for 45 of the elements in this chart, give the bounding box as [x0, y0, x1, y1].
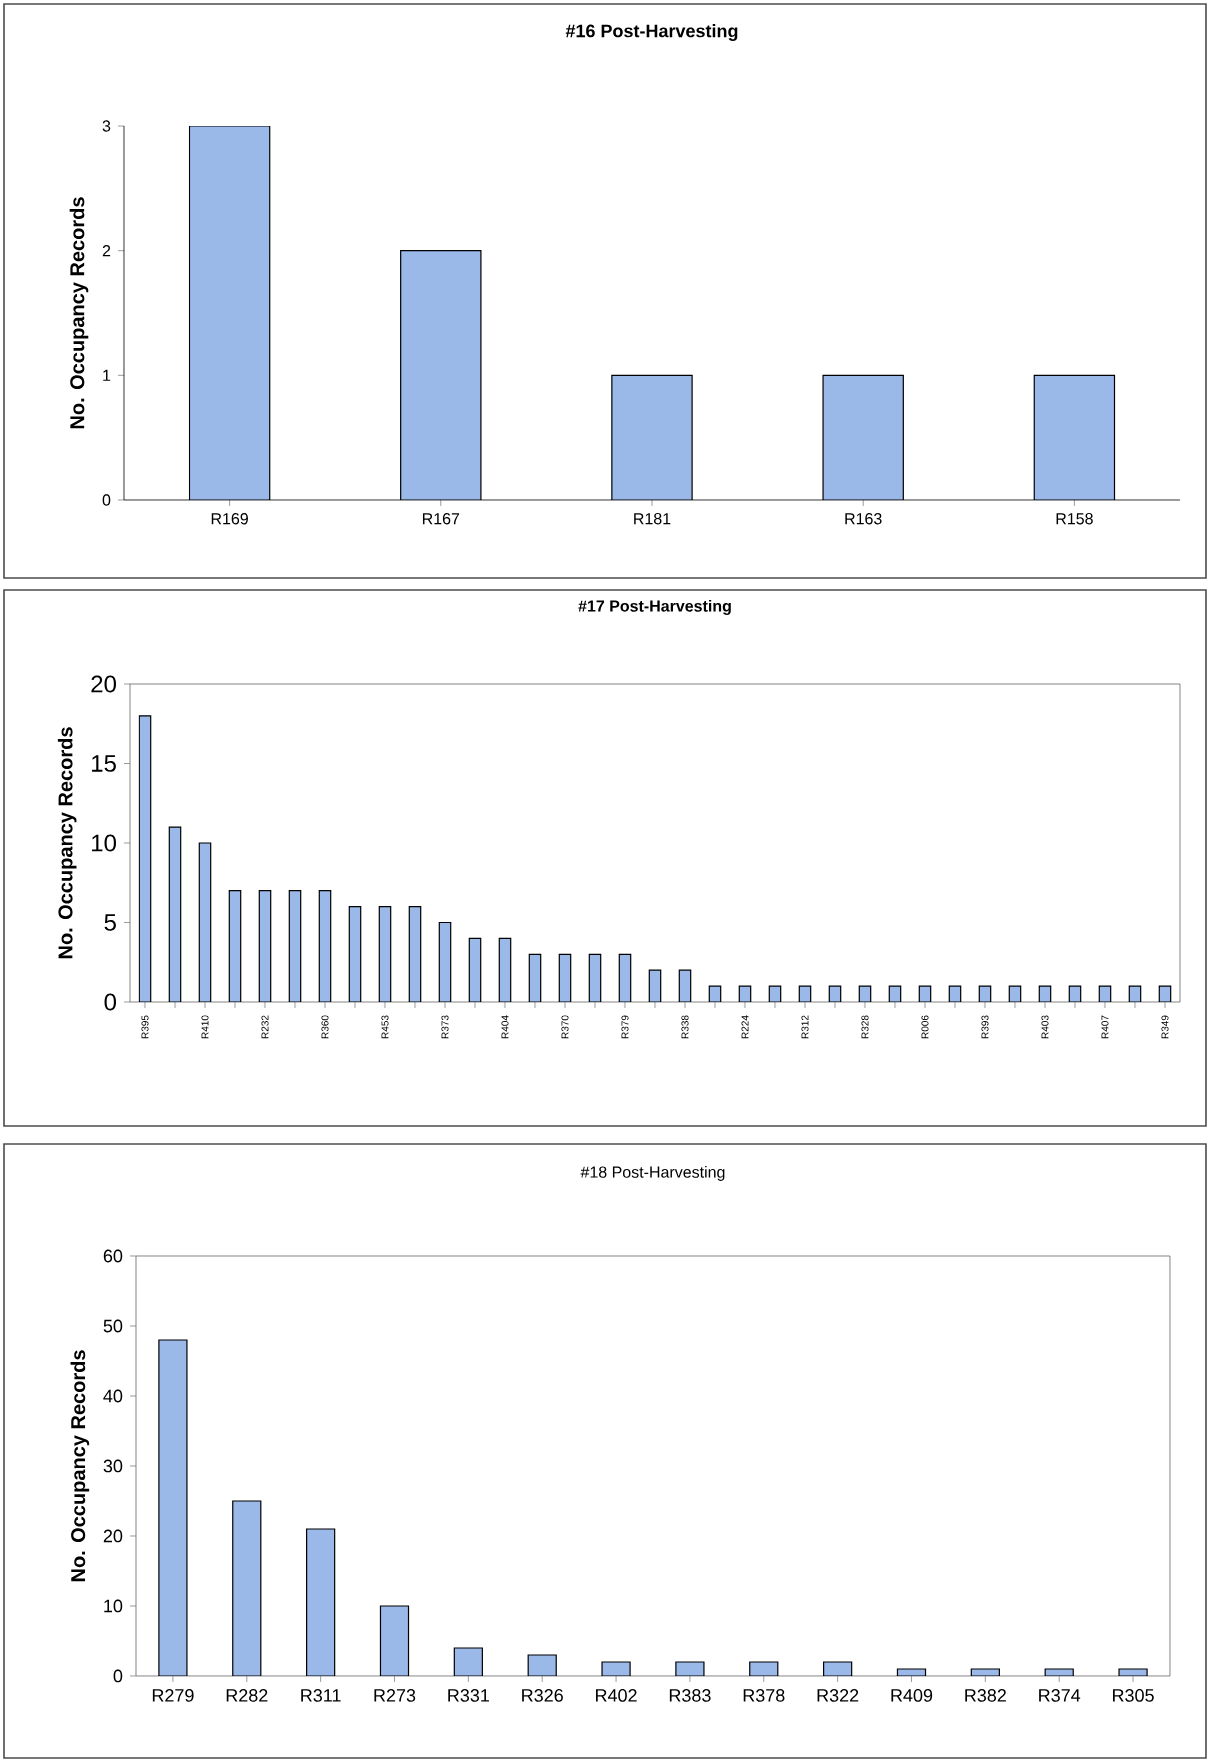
x-tick-label: R409 — [891, 1689, 933, 1702]
y-tick-label: 20 — [91, 675, 116, 693]
bar — [379, 1605, 410, 1676]
chart-title: #18 Post-Harvesting — [580, 1166, 725, 1181]
x-tick-label: R378 — [743, 1689, 785, 1702]
y-tick-label: 2 — [102, 245, 111, 257]
x-tick-label: R382 — [965, 1689, 1006, 1702]
y-tick-label: 5 — [104, 914, 116, 931]
y-tick-label: 20 — [103, 1529, 123, 1543]
y-tick-label: 60 — [103, 1249, 123, 1263]
y-tick-label: 30 — [103, 1459, 123, 1473]
x-tick-label: R163 — [845, 513, 882, 525]
x-tick-label: R326 — [522, 1689, 563, 1702]
y-tick-label: 0 — [104, 993, 117, 1011]
x-tick-label: R305 — [1113, 1689, 1154, 1702]
y-tick-label: 3 — [102, 120, 111, 132]
y-tick-label: 10 — [92, 834, 116, 852]
y-tick-label: 10 — [104, 1599, 123, 1613]
x-tick-label: R282 — [226, 1689, 268, 1702]
x-tick-label: R383 — [669, 1689, 711, 1702]
y-tick-label: 15 — [92, 755, 116, 772]
x-tick-label: R311 — [301, 1689, 341, 1702]
x-tick-label: R158 — [1056, 513, 1093, 525]
x-tick-label: R181 — [634, 513, 671, 525]
x-tick-label: R322 — [817, 1689, 859, 1702]
y-axis-title: No. Occupancy Records — [69, 197, 89, 429]
y-tick-label: 50 — [103, 1319, 123, 1333]
bar — [306, 1528, 336, 1676]
bar — [232, 1500, 262, 1676]
y-axis-title: No. Occupancy Records — [70, 1350, 90, 1582]
x-tick-label: R169 — [211, 513, 248, 525]
x-tick-label: R167 — [422, 513, 460, 525]
x-tick-label: R279 — [152, 1689, 194, 1702]
y-tick-label: 0 — [113, 1669, 123, 1683]
bar — [158, 1339, 188, 1676]
x-tick-label: R402 — [596, 1689, 637, 1702]
y-tick-label: 0 — [102, 494, 111, 506]
y-tick-label: 40 — [103, 1389, 123, 1403]
x-tick-label: R273 — [374, 1689, 416, 1702]
chart-title: #17 Post-Harvesting — [578, 599, 731, 615]
x-tick-label: R374 — [1039, 1689, 1081, 1702]
x-tick-label: R331 — [448, 1689, 489, 1702]
y-tick-label: 1 — [103, 369, 111, 381]
chart-title: #16 Post-Harvesting — [565, 24, 738, 41]
y-axis-title: No. Occupancy Records — [57, 727, 77, 959]
